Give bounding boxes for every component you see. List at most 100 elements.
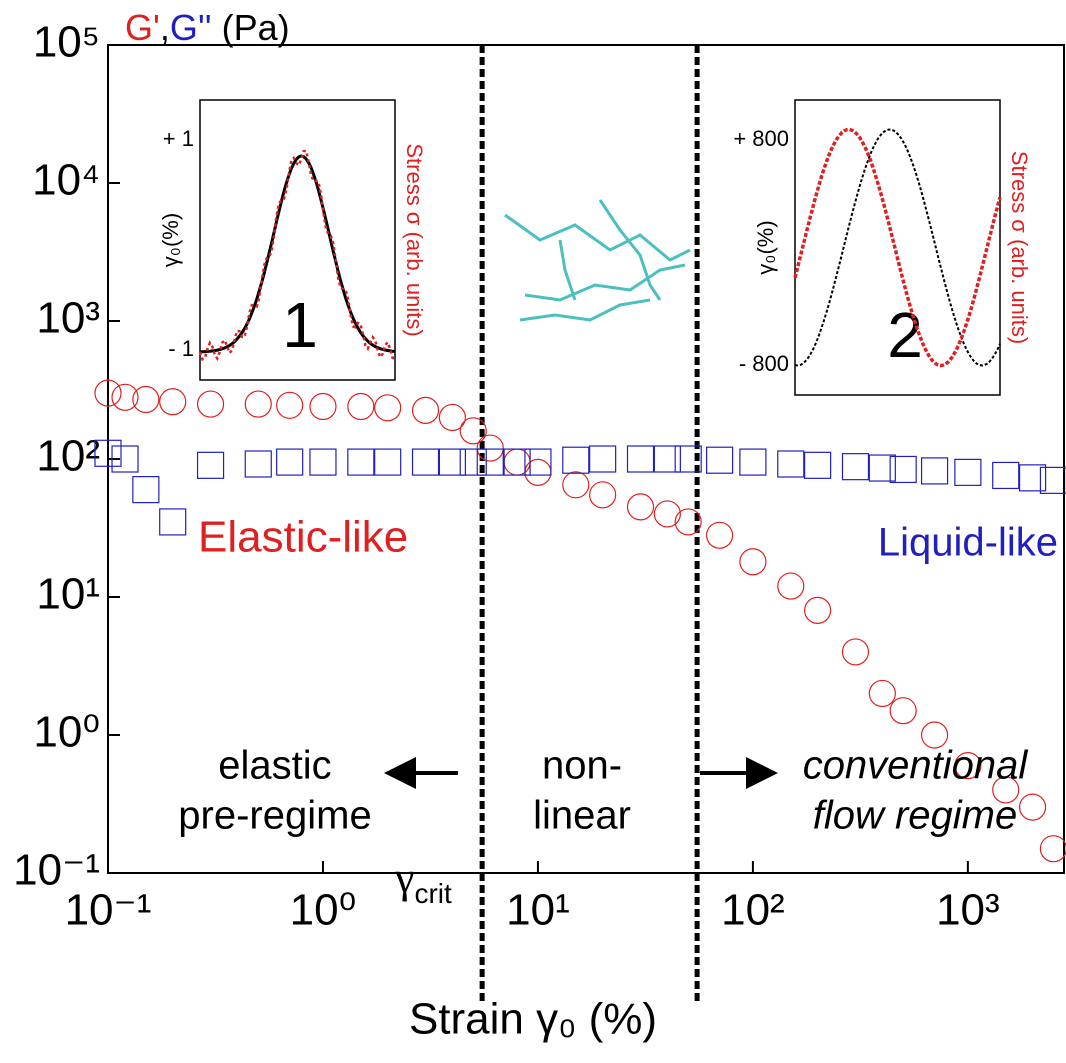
data-point — [459, 417, 487, 445]
data-point — [132, 385, 160, 414]
x-tick-label: 10⁰ — [290, 886, 357, 935]
data-point — [954, 752, 982, 780]
annotation: Elastic-like — [198, 513, 408, 562]
series-circle — [94, 379, 1066, 863]
data-point — [94, 439, 122, 467]
data-point — [276, 391, 304, 419]
annotation: pre-regime — [178, 794, 371, 838]
data-point — [954, 458, 982, 486]
annotation: non- — [542, 744, 622, 788]
inset-number: 1 — [282, 289, 318, 361]
inset-tick: - 800 — [739, 351, 789, 376]
data-point — [347, 392, 375, 421]
y-label-unit: (Pa) — [222, 7, 290, 48]
data-point — [653, 445, 681, 473]
data-point — [562, 446, 590, 474]
data-point — [889, 455, 917, 484]
data-point — [653, 500, 681, 528]
data-point — [503, 448, 531, 476]
data-point — [438, 403, 466, 432]
data-point — [920, 721, 949, 749]
data-point — [1039, 466, 1066, 494]
data-point — [739, 448, 767, 476]
data-point — [196, 390, 225, 418]
data-point — [889, 697, 917, 725]
data-point — [503, 448, 531, 476]
annotation: Liquid-like — [878, 521, 1058, 565]
data-point — [111, 445, 139, 473]
x-tick-label: 10⁻¹ — [65, 886, 152, 935]
y-tick-label: 10¹ — [36, 570, 100, 619]
data-point — [626, 445, 655, 473]
x-tick-label: 10² — [721, 886, 785, 935]
data-point — [111, 383, 139, 411]
data-point — [589, 481, 617, 509]
x-tick-label: 10¹ — [506, 886, 570, 935]
crit-subscript: crit — [414, 878, 452, 909]
inset-right-label: Stress σ (arb. units) — [402, 143, 427, 336]
data-point — [706, 446, 734, 474]
y-tick-label: 10⁵ — [33, 18, 100, 67]
data-point — [589, 445, 617, 473]
data-point — [626, 493, 655, 521]
y-label-series: G'' — [170, 7, 212, 48]
y-axis-label: G',G'' (Pa) — [125, 7, 290, 48]
data-point — [777, 450, 805, 478]
inset-tick: - 1 — [168, 336, 194, 361]
data-point — [159, 508, 187, 536]
data-point — [739, 548, 767, 576]
annotation: elastic — [218, 744, 331, 788]
y-tick-label: 10² — [36, 432, 100, 481]
x-tick-label: 10³ — [936, 886, 1000, 935]
data-point — [992, 461, 1020, 490]
data-point — [674, 508, 702, 536]
inset-curve — [793, 127, 1002, 368]
data-point — [94, 379, 122, 407]
data-point — [411, 396, 440, 424]
data-point — [459, 448, 487, 476]
y-tick-label: 10⁰ — [33, 708, 100, 757]
data-point — [868, 454, 896, 482]
data-point — [374, 448, 402, 476]
molecule — [504, 199, 691, 322]
data-point — [674, 445, 702, 473]
inset-number: 2 — [887, 299, 923, 371]
inset-curve — [198, 149, 396, 362]
annotation: linear — [533, 794, 631, 838]
data-point — [1039, 835, 1066, 863]
inset-left-label: γ₀(%) — [158, 213, 183, 267]
y-label-series: G' — [125, 7, 160, 48]
data-point — [804, 451, 832, 479]
data-point — [244, 450, 272, 478]
inset-right-label: Stress σ (arb. units) — [1007, 151, 1032, 344]
inset-curve — [794, 128, 1001, 367]
inset-curve — [199, 154, 396, 354]
crit-label: γcrit — [394, 853, 452, 909]
inset-tick: + 800 — [733, 126, 789, 151]
data-point — [374, 394, 402, 422]
y-tick-label: 10³ — [36, 294, 100, 343]
data-point — [777, 572, 805, 600]
data-point — [309, 448, 337, 476]
data-point — [1018, 793, 1047, 821]
data-point — [476, 434, 504, 462]
y-label-separator: , — [160, 7, 170, 48]
data-point — [309, 392, 337, 421]
data-point — [562, 471, 590, 499]
annotation: flow regime — [813, 794, 1018, 838]
data-point — [920, 457, 949, 485]
data-point — [476, 448, 504, 476]
y-tick-label: 10⁴ — [32, 156, 100, 205]
data-point — [804, 596, 832, 624]
data-point — [276, 448, 304, 476]
series-square — [94, 439, 1066, 536]
y-tick-label: 10⁻¹ — [13, 846, 100, 895]
data-point — [347, 448, 375, 476]
data-point — [992, 776, 1020, 804]
data-point — [1018, 464, 1047, 492]
annotation: conventional — [803, 744, 1029, 788]
inset-left-label: γ₀(%) — [753, 220, 778, 274]
data-point — [841, 453, 870, 481]
